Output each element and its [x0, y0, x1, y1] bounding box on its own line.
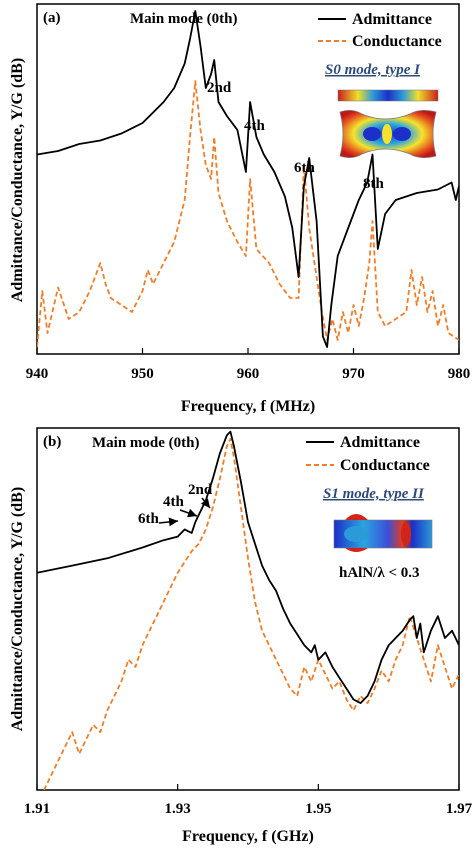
x-tick-label: 940	[26, 366, 49, 382]
mode-title-a: S0 mode, type I	[325, 62, 421, 78]
series-line-admittance	[37, 430, 459, 704]
annotation-main-mode-a: Main mode (0th)	[130, 11, 238, 27]
x-tick-label: 970	[342, 366, 365, 382]
series-b	[37, 430, 459, 790]
mode-title-b: S1 mode, type II	[323, 486, 425, 502]
annotation-6th-a: 6th	[294, 160, 315, 176]
x-tick-label: 1.97	[446, 801, 473, 817]
x-tick-label: 960	[237, 366, 260, 382]
legend-label-admittance-a: Admittance	[352, 11, 432, 28]
annotation-8th-a: 8th	[363, 176, 384, 192]
y-axis-label-a: Admittance/Conductance, Y/G (dB)	[9, 58, 26, 302]
mode-note-b: hAlN/λ < 0.3	[339, 565, 420, 581]
arrow-2nd-b	[200, 497, 211, 509]
annotation-4th-a: 4th	[244, 118, 265, 134]
panel-label-a: (a)	[43, 10, 61, 26]
plot-frame-a	[36, 3, 460, 355]
mode-shape-inset-b	[333, 514, 433, 552]
legend-label-conductance-b: Conductance	[340, 457, 430, 474]
annotation-4th-b: 4th	[163, 494, 184, 510]
legend-label-conductance-a: Conductance	[352, 33, 442, 50]
plot-frame-b	[36, 427, 460, 791]
x-tick-label: 980	[448, 366, 471, 382]
series-line-admittance	[37, 10, 459, 348]
x-ticks-b: 1.91 1.93 1.95 1.97	[24, 784, 473, 817]
annotation-main-mode-b: Main mode (0th)	[92, 435, 200, 451]
panel-a: 940 950 960 970 980 (a) Admittance Conductan…	[9, 3, 471, 415]
legend-label-admittance-b: Admittance	[340, 434, 420, 451]
legend-a: Admittance Conductance	[318, 11, 442, 50]
panel-b: 1.91 1.93 1.95 1.97 (b) Admittance Conducta…	[9, 427, 473, 845]
x-tick-label: 1.91	[24, 801, 50, 817]
x-ticks-a: 940 950 960 970 980	[26, 348, 471, 382]
x-axis-label-a: Frequency, f (MHz)	[181, 398, 315, 415]
series-line-conductance	[37, 80, 459, 348]
x-tick-label: 950	[131, 366, 154, 382]
x-tick-label: 1.95	[305, 801, 331, 817]
x-axis-label-b: Frequency, f (GHz)	[182, 828, 314, 845]
annotation-6th-b: 6th	[138, 511, 159, 527]
y-axis-label-b: Admittance/Conductance, Y/G (dB)	[9, 487, 26, 731]
annotation-2nd-a: 2nd	[207, 80, 232, 96]
series-a	[37, 10, 459, 348]
mode-shape-inset-a	[337, 89, 439, 158]
series-line-conductance	[43, 437, 459, 790]
x-tick-label: 1.93	[165, 801, 191, 817]
arrow-4th-b	[179, 508, 198, 518]
arrow-6th-b	[158, 517, 179, 527]
legend-b: Admittance Conductance	[306, 434, 430, 474]
annotation-2nd-b: 2nd	[188, 482, 213, 498]
panel-label-b: (b)	[43, 434, 61, 450]
